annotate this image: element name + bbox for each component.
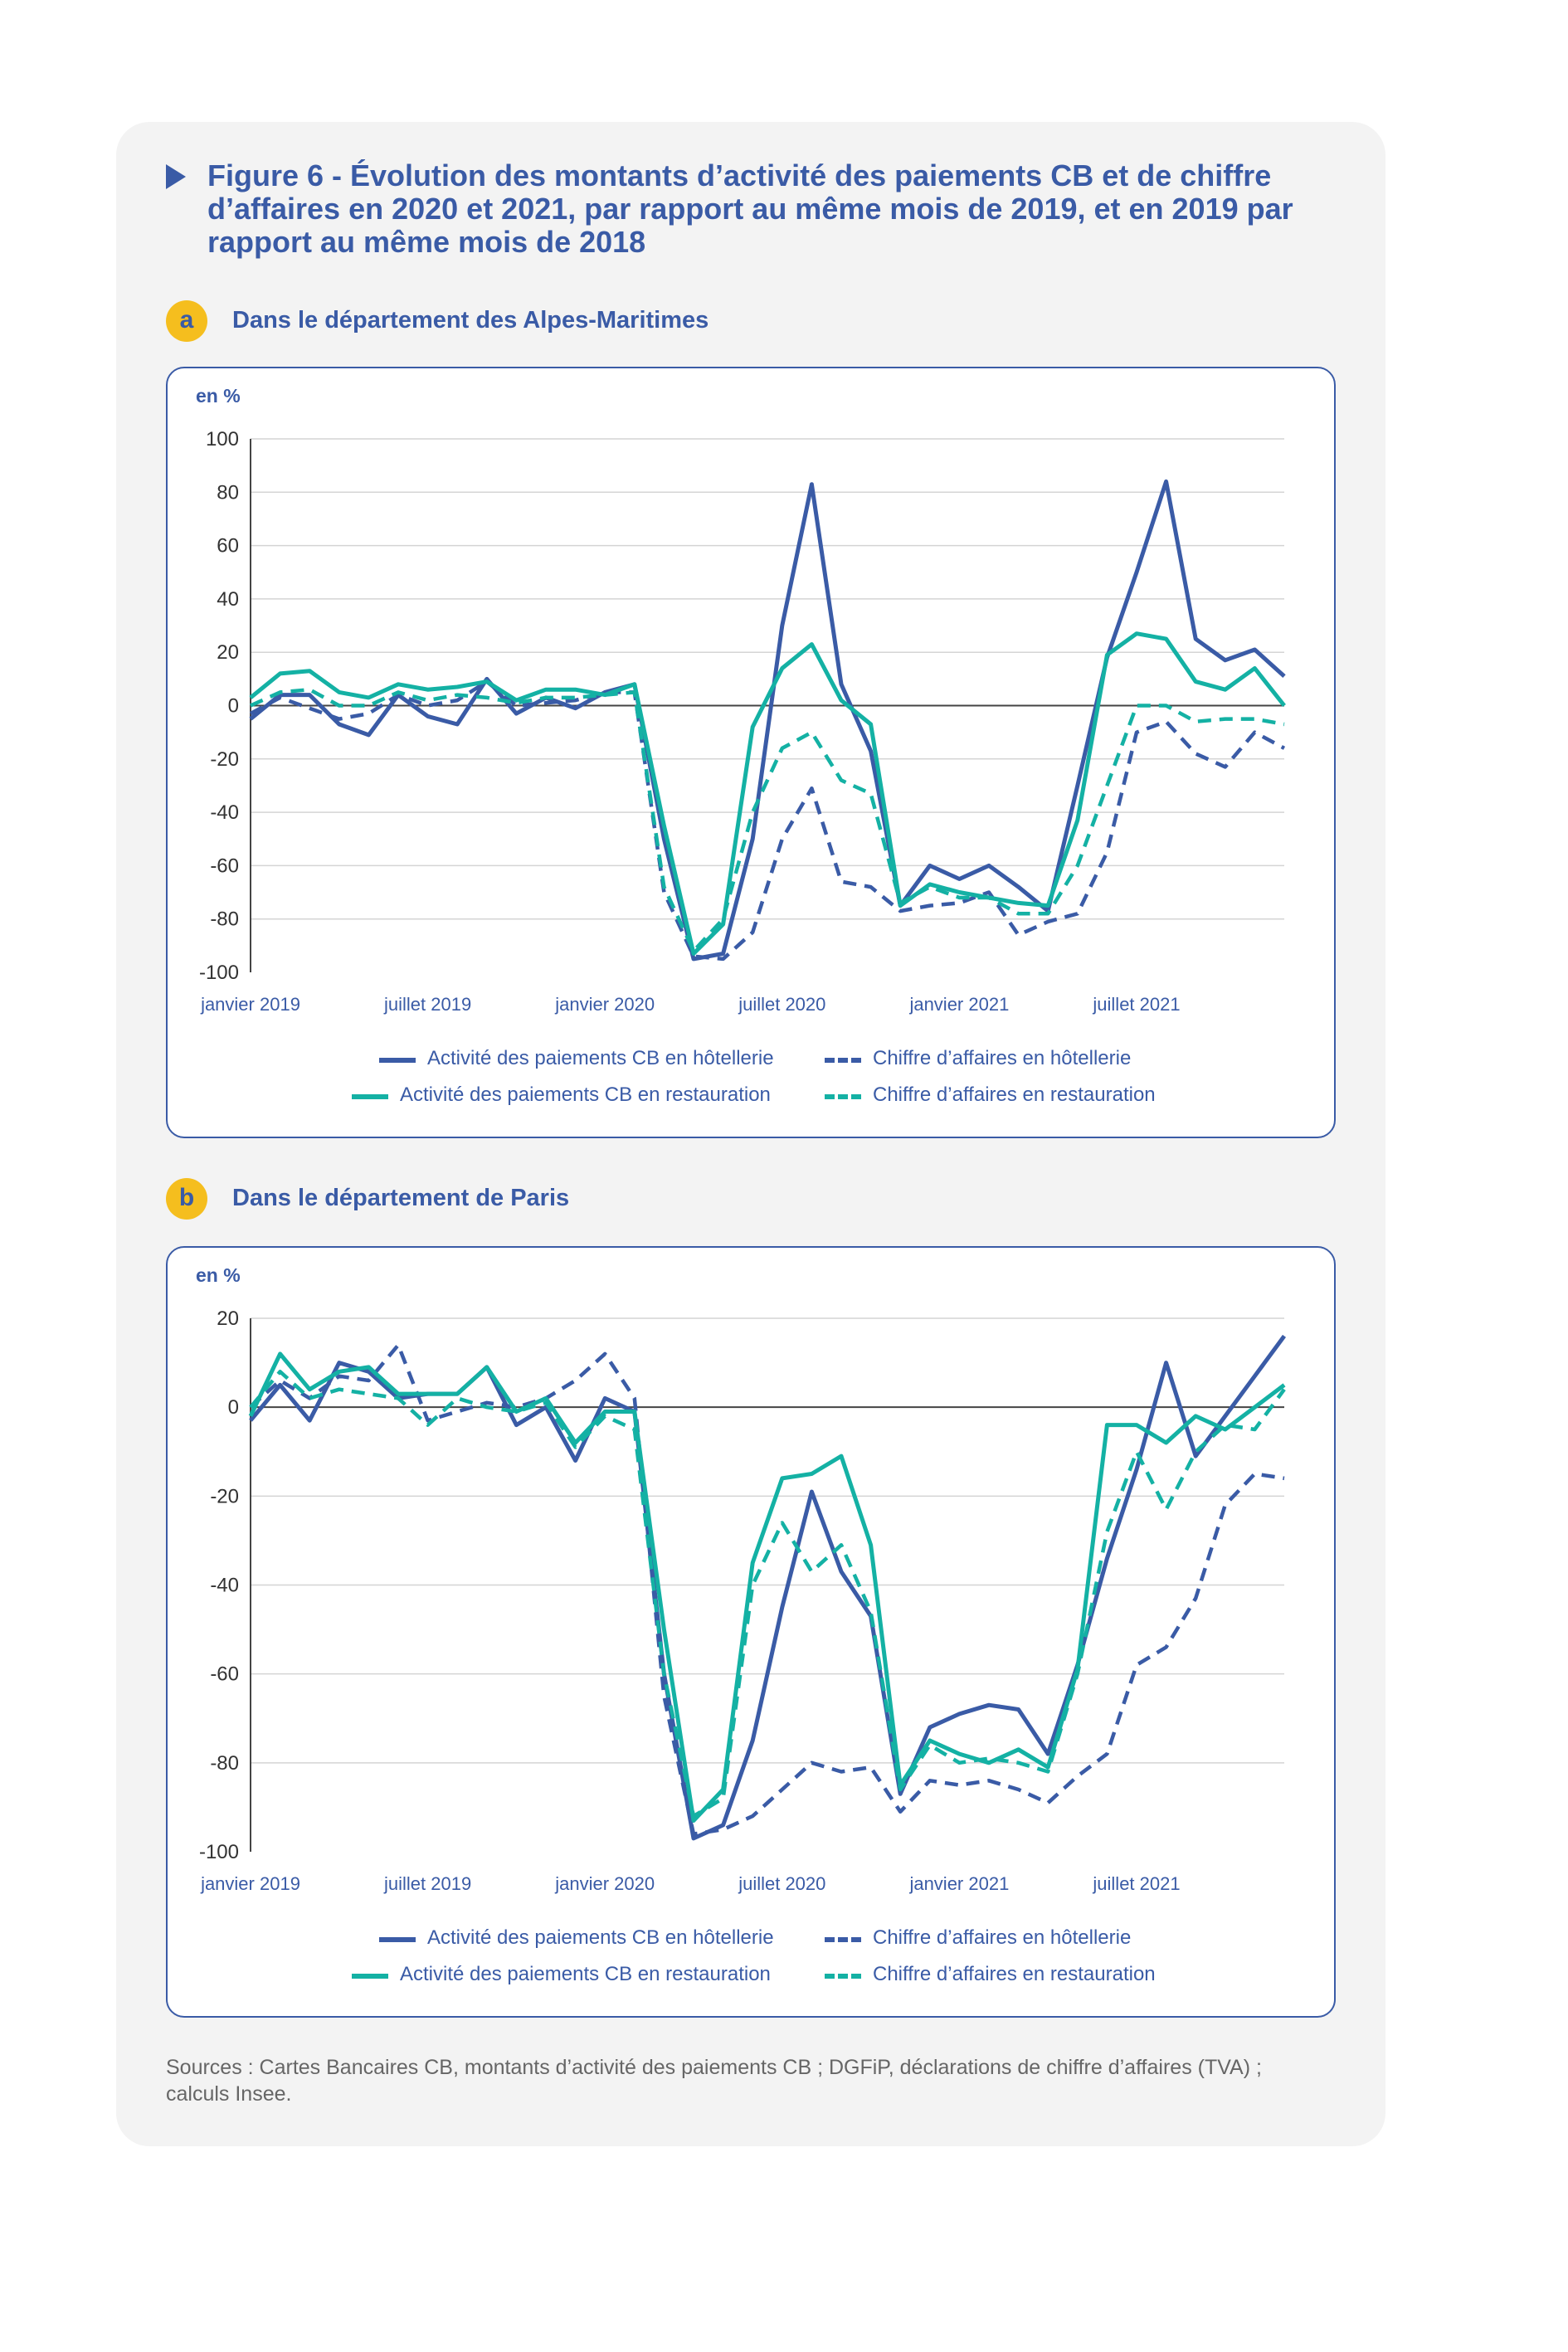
legend-swatch <box>352 1094 388 1099</box>
legend-label: Chiffre d’affaires en restauration <box>873 1963 1156 1985</box>
y-tick-label: 100 <box>206 428 239 450</box>
series-line-3 <box>249 1370 1286 1819</box>
y-tick-label: 20 <box>217 641 239 664</box>
series-line-1 <box>249 679 1286 962</box>
legend-label: Chiffre d’affaires en hôtellerie <box>873 1047 1132 1069</box>
badge-a: a <box>166 300 207 342</box>
y-tick-label: -100 <box>199 962 239 984</box>
x-tick-label: juillet 2020 <box>738 994 825 1015</box>
y-tick-label: -80 <box>210 908 239 931</box>
y-tick-label: 0 <box>228 695 239 718</box>
y-tick-label: -20 <box>210 1485 239 1507</box>
y-tick-label: -60 <box>210 855 239 877</box>
chart-paris: 20 0 -20 -40 -60 -80 -100 janvier 2019 juillet 2… <box>199 1307 1287 1894</box>
x-tick-label: juillet 2019 <box>383 1873 471 1894</box>
y-tick-label: -80 <box>210 1752 239 1775</box>
y-tick-label: 60 <box>217 535 239 558</box>
x-tick-label: janvier 2020 <box>554 994 655 1015</box>
legend-label: Activité des paiements CB en hôtellerie <box>427 1047 774 1069</box>
legend-swatch <box>825 1974 861 1979</box>
y-tick-label: 40 <box>217 588 239 611</box>
chart-alpes-maritimes: 100 80 60 40 20 0 -20 -40 -60 -80 -100 janvier 2019… <box>199 428 1286 1015</box>
y-tick-label: -60 <box>210 1663 239 1686</box>
x-tick-label: janvier 2021 <box>908 994 1009 1015</box>
legend-swatch <box>825 1094 861 1099</box>
series-line-0 <box>249 479 1286 962</box>
y-tick-label: 0 <box>228 1396 239 1419</box>
y-tick-label: -40 <box>210 801 239 824</box>
badge-b: b <box>166 1178 207 1220</box>
legend-swatch <box>352 1974 388 1979</box>
series-line-2 <box>248 1351 1286 1823</box>
chart-box-paris: en % 20 0 -20 -40 -60 -80 -100 janvier 2019 juil… <box>166 1246 1336 2018</box>
y-tick-label: -20 <box>210 748 239 771</box>
x-tick-label: janvier 2021 <box>908 1873 1009 1894</box>
legend-swatch <box>379 1937 416 1942</box>
legend-swatch <box>379 1058 416 1063</box>
legend-swatch <box>825 1058 861 1063</box>
x-tick-label: janvier 2020 <box>554 1873 655 1894</box>
figure-title: Figure 6 - Évolution des montants d’acti… <box>166 158 1336 259</box>
sources-note: Sources : Cartes Bancaires CB, montants … <box>166 2056 1262 2106</box>
legend-label: Activité des paiements CB en hôtellerie <box>427 1926 774 1949</box>
y-tick-label: -100 <box>199 1841 239 1863</box>
y-tick-label: 80 <box>217 481 239 504</box>
x-tick-label: juillet 2019 <box>383 994 471 1015</box>
x-tick-label: juillet 2020 <box>738 1873 825 1894</box>
y-unit-label: en % <box>196 1264 241 1286</box>
y-tick-label: 20 <box>217 1307 239 1330</box>
figure-title-text: Figure 6 - Évolution des montants d’acti… <box>207 158 1293 259</box>
series-line-3 <box>250 687 1285 953</box>
series-line-2 <box>249 631 1286 956</box>
x-tick-label: janvier 2019 <box>200 1873 300 1894</box>
y-unit-label: en % <box>196 385 241 407</box>
y-tick-label: -40 <box>210 1575 239 1597</box>
subtitle-alpes-maritimes: Dans le département des Alpes-Maritimes <box>232 307 709 334</box>
x-tick-label: juillet 2021 <box>1092 1873 1180 1894</box>
legend-swatch <box>825 1937 861 1942</box>
subtitle-paris: Dans le département de Paris <box>232 1185 570 1211</box>
chart-box-alpes-maritimes: en % 100 80 60 40 20 0 -20 -40 -60 -80 -100 janvier… <box>166 367 1336 1138</box>
legend-label: Activité des paiements CB en restauratio… <box>400 1963 771 1985</box>
x-tick-label: juillet 2021 <box>1092 994 1180 1015</box>
x-tick-label: janvier 2019 <box>200 994 300 1015</box>
triangle-arrow-icon <box>166 164 186 189</box>
legend-label: Chiffre d’affaires en hôtellerie <box>873 1926 1132 1949</box>
legend-label: Chiffre d’affaires en restauration <box>873 1083 1156 1106</box>
legend-label: Activité des paiements CB en restauratio… <box>400 1083 771 1106</box>
series-line-1 <box>249 1342 1285 1836</box>
